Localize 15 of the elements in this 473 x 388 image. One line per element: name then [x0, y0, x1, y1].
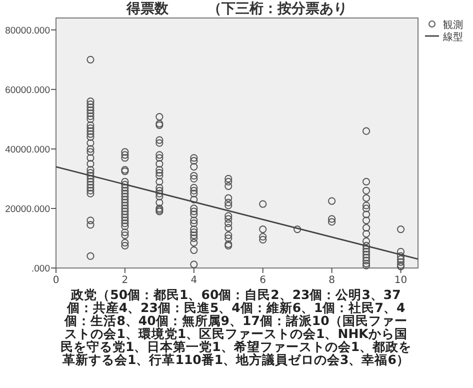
legend-label: 線型 — [442, 31, 463, 43]
legend-label: 観測 — [443, 19, 463, 31]
y-tick-label: 60000.000 — [5, 84, 50, 96]
x-tick-label: 0 — [52, 275, 60, 286]
y-tick-label: 20000.000 — [5, 204, 50, 215]
y-tick-label: 40000.000 — [5, 144, 50, 156]
x-axis-title: 政党（50個：都民1、60個：自民2、23個：公明3、37個：共産4、23個：民進5、4個：維新6、1個：社民7、4個：生活8、40個：無所属9、17個：諸派10（国民ファーストの会1、環境党1、区民ファーストの会1、NHKから国民を守る党1、日本第一党1、希望ファーストの会1、都政を革新する会1、行革110番1、地方議員ゼロの会3、幸福6） — [60, 287, 412, 367]
chart-title: 得票数 （下三桁：按分票あり — [126, 1, 348, 17]
x-tick-label: 10 — [394, 275, 408, 286]
y-tick-label: .000 — [32, 264, 50, 274]
y-tick-label: 80000.000 — [5, 25, 50, 36]
x-tick-label: 4 — [190, 275, 198, 286]
x-tick-label: 8 — [328, 275, 335, 286]
x-tick-label: 6 — [260, 275, 266, 286]
x-tick-label: 2 — [122, 275, 128, 286]
